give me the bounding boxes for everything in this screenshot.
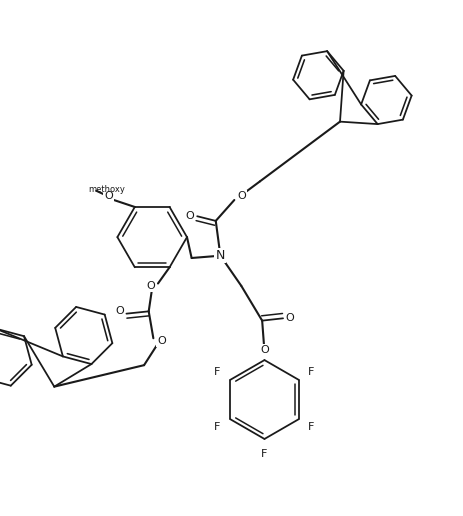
Text: F: F [214, 422, 220, 432]
Text: F: F [261, 449, 267, 459]
Text: O: O [237, 191, 245, 201]
Text: F: F [307, 367, 314, 377]
Text: O: O [115, 307, 124, 316]
Text: F: F [307, 422, 314, 432]
Text: methoxy: methoxy [88, 185, 125, 195]
Text: O: O [146, 281, 155, 291]
Text: O: O [285, 313, 294, 324]
Text: O: O [185, 211, 194, 221]
Text: O: O [157, 335, 166, 346]
Text: O: O [104, 191, 113, 201]
Text: O: O [260, 345, 268, 355]
Text: F: F [214, 367, 220, 377]
Text: N: N [215, 249, 225, 262]
